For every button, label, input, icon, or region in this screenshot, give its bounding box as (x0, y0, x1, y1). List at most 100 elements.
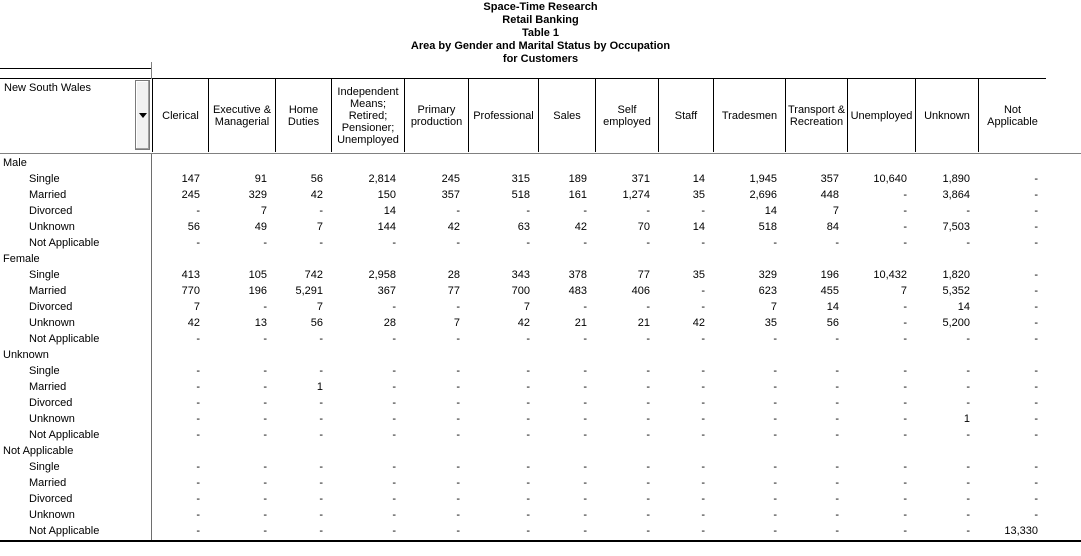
data-cell: 35 (764, 317, 777, 329)
data-cell: - (835, 237, 839, 249)
data-cell: - (583, 237, 587, 249)
row-label[interactable]: Single (29, 173, 60, 185)
header-row: New South Wales Clerical Executive & Mana… (0, 79, 1046, 152)
column-header[interactable]: Home Duties (275, 79, 331, 152)
row-label[interactable]: Single (29, 365, 60, 377)
data-cell: - (835, 365, 839, 377)
data-cell: - (646, 477, 650, 489)
data-cell: - (966, 365, 970, 377)
data-cell: - (1034, 301, 1038, 313)
data-cell: - (835, 477, 839, 489)
data-cell: - (1034, 205, 1038, 217)
column-header-label: Home Duties (287, 103, 320, 128)
data-cell: 21 (637, 317, 650, 329)
column-header[interactable]: Executive & Managerial (208, 79, 275, 152)
row-label[interactable]: Divorced (29, 493, 73, 505)
table-bottom-rule (0, 540, 1081, 542)
data-cell: - (456, 381, 460, 393)
data-cell: - (835, 429, 839, 441)
row-label[interactable]: Divorced (29, 301, 73, 313)
area-wafer-cell[interactable]: New South Wales (0, 79, 152, 152)
data-cell: - (701, 301, 705, 313)
title-line-population: for Customers (502, 53, 579, 65)
row-label[interactable]: Married (29, 285, 67, 297)
table-row: Single 147 91 56 2,814 245 315 189 371 14 1,945 357… (0, 171, 1081, 187)
column-header[interactable]: Unknown (915, 79, 978, 152)
row-label[interactable]: Unknown (29, 509, 75, 521)
column-header[interactable]: Professional (468, 79, 538, 152)
label-column-top-rule (0, 68, 152, 69)
data-cell: - (456, 301, 460, 313)
data-cell: - (263, 333, 267, 345)
row-label[interactable]: Unknown (29, 221, 75, 233)
column-header[interactable]: Unemployed (847, 79, 915, 152)
data-cell: - (773, 461, 777, 473)
column-header-label: Executive & Managerial (212, 103, 272, 128)
data-cell: - (1034, 365, 1038, 377)
group-label[interactable]: Female (3, 253, 40, 265)
data-cell: - (526, 525, 530, 537)
group-label[interactable]: Unknown (3, 349, 49, 361)
row-label[interactable]: Not Applicable (29, 525, 100, 537)
data-cell: 14 (692, 173, 705, 185)
data-cell: 1,274 (622, 189, 650, 201)
data-cell: - (1034, 509, 1038, 521)
row-label[interactable]: Single (29, 269, 60, 281)
data-cell: - (1034, 493, 1038, 505)
row-label[interactable]: Unknown (29, 413, 75, 425)
data-cell: - (701, 461, 705, 473)
group-label[interactable]: Male (3, 157, 27, 169)
data-cell: - (966, 477, 970, 489)
column-header[interactable]: Independent Means; Retired; Pensioner; U… (331, 79, 404, 152)
group-row: Female (0, 251, 1081, 267)
area-dropdown-button[interactable] (135, 80, 150, 150)
data-cell: - (319, 205, 323, 217)
row-label[interactable]: Not Applicable (29, 429, 100, 441)
data-cell: - (966, 397, 970, 409)
data-cell: 2,958 (368, 269, 396, 281)
row-label[interactable]: Single (29, 461, 60, 473)
data-cell: - (646, 365, 650, 377)
data-cell: - (773, 333, 777, 345)
row-label[interactable]: Divorced (29, 205, 73, 217)
data-cell: - (583, 365, 587, 377)
column-header[interactable]: Tradesmen (713, 79, 785, 152)
column-header[interactable]: Clerical (152, 79, 208, 152)
column-header[interactable]: Transport & Recreation (785, 79, 847, 152)
data-cell: 770 (181, 285, 200, 297)
data-cell: 49 (254, 221, 267, 233)
row-label[interactable]: Not Applicable (29, 333, 100, 345)
data-cell: 7 (316, 221, 323, 233)
data-cell: 5,352 (942, 285, 970, 297)
data-cell: - (263, 237, 267, 249)
column-header[interactable]: Primary production (404, 79, 468, 152)
data-cell: 700 (511, 285, 530, 297)
data-cell: - (646, 493, 650, 505)
data-cell: - (456, 461, 460, 473)
data-cell: - (456, 493, 460, 505)
column-header[interactable]: Not Applicable (978, 79, 1046, 152)
title-block: Space-Time Research Retail Banking Table… (0, 1, 1081, 66)
table-row: Unknown 42 13 56 28 7 42 21 21 42 35 56 - 5,200 - (0, 315, 1081, 331)
group-label[interactable]: Not Applicable (3, 445, 74, 457)
column-header[interactable]: Staff (658, 79, 713, 152)
row-label[interactable]: Not Applicable (29, 237, 100, 249)
data-cell: 21 (574, 317, 587, 329)
row-label[interactable]: Married (29, 477, 67, 489)
row-label[interactable]: Married (29, 189, 67, 201)
data-cell: - (903, 493, 907, 505)
data-cell: 7 (316, 301, 323, 313)
column-header-label: Self employed (603, 103, 651, 128)
data-cell: - (773, 237, 777, 249)
data-cell: - (196, 397, 200, 409)
row-label[interactable]: Married (29, 381, 67, 393)
row-label[interactable]: Unknown (29, 317, 75, 329)
data-cell: 196 (248, 285, 267, 297)
data-cell: - (646, 461, 650, 473)
column-header[interactable]: Sales (538, 79, 595, 152)
data-cell: - (196, 237, 200, 249)
column-header[interactable]: Self employed (595, 79, 658, 152)
row-label[interactable]: Divorced (29, 397, 73, 409)
data-cell: - (701, 397, 705, 409)
